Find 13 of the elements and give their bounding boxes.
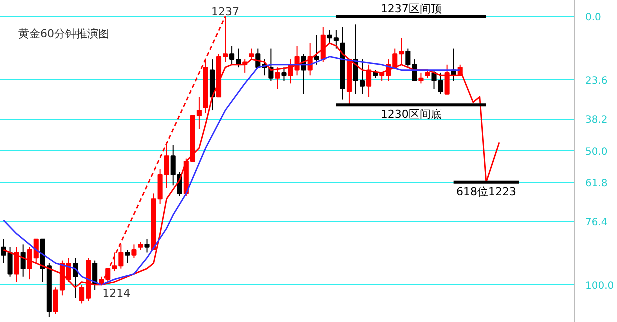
y-tick-label: 0.0 — [586, 12, 602, 24]
y-tick-label: 100.0 — [586, 280, 614, 292]
y-tick-label: 61.8 — [586, 178, 608, 190]
series-label: 1230区间底 — [380, 108, 442, 122]
y-tick-label: 38.2 — [586, 115, 608, 126]
annotation: 1237 — [212, 6, 240, 19]
series-label: 618位1223 — [456, 185, 516, 198]
y-tick-label: 76.4 — [586, 218, 608, 229]
text: 黄金60分钟推演图 — [18, 28, 110, 40]
annotation: 1214 — [102, 286, 131, 300]
y-tick-label: 23.6 — [586, 76, 608, 87]
y-tick-label: 50.0 — [586, 146, 608, 158]
series-label: 1237区间顶 — [380, 2, 442, 16]
